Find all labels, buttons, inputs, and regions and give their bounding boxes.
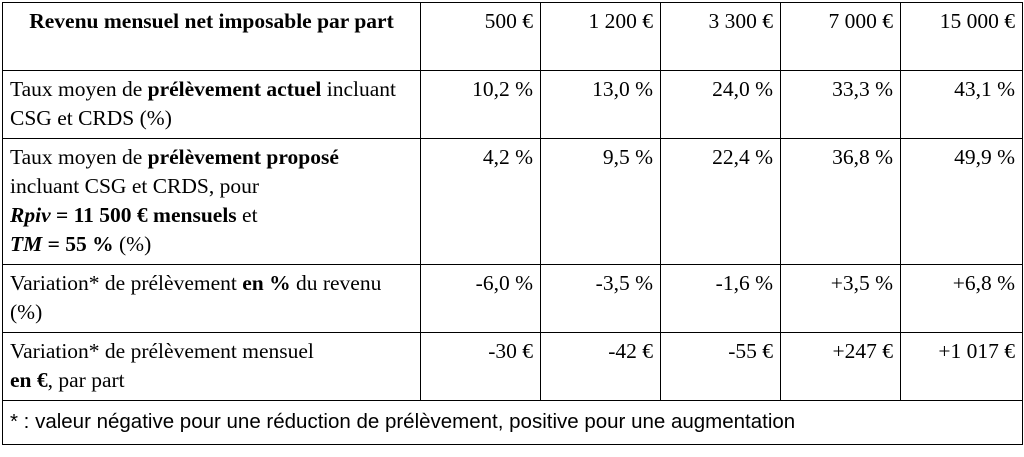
footnote: * : valeur négative pour une réduction d… bbox=[2, 400, 1023, 445]
table-row: Variation* de prélèvement mensuel en €, … bbox=[2, 332, 1023, 401]
table-cell: -6,0 % bbox=[420, 264, 541, 333]
table-row: Taux moyen de prélèvement proposé inclua… bbox=[2, 138, 1023, 265]
table-cell: +1 017 € bbox=[900, 332, 1023, 401]
header-row-label: Revenu mensuel net imposable par part bbox=[2, 2, 421, 71]
row-label: Taux moyen de prélèvement proposé inclua… bbox=[2, 138, 421, 265]
table-cell: 9,5 % bbox=[540, 138, 661, 265]
tax-comparison-table: Revenu mensuel net imposable par part 50… bbox=[2, 2, 1023, 445]
row-label: Variation* de prélèvement en % du revenu… bbox=[2, 264, 421, 333]
table-cell: -55 € bbox=[660, 332, 781, 401]
table-cell: 36,8 % bbox=[780, 138, 901, 265]
table-cell: 49,9 % bbox=[900, 138, 1023, 265]
table-cell: 33,3 % bbox=[780, 70, 901, 139]
table-cell: -30 € bbox=[420, 332, 541, 401]
row-label: Taux moyen de prélèvement actuel incluan… bbox=[2, 70, 421, 139]
column-header: 3 300 € bbox=[660, 2, 781, 71]
table-cell: 22,4 % bbox=[660, 138, 781, 265]
table-row: Variation* de prélèvement en % du revenu… bbox=[2, 264, 1023, 333]
table-cell: +6,8 % bbox=[900, 264, 1023, 333]
table-cell: 10,2 % bbox=[420, 70, 541, 139]
table-row: Taux moyen de prélèvement actuel incluan… bbox=[2, 70, 1023, 139]
table-cell: -1,6 % bbox=[660, 264, 781, 333]
footnote-row: * : valeur négative pour une réduction d… bbox=[2, 400, 1023, 445]
column-header: 15 000 € bbox=[900, 2, 1023, 71]
column-header: 500 € bbox=[420, 2, 541, 71]
table-cell: 43,1 % bbox=[900, 70, 1023, 139]
header-row: Revenu mensuel net imposable par part 50… bbox=[2, 2, 1023, 71]
table-cell: 24,0 % bbox=[660, 70, 781, 139]
column-header: 7 000 € bbox=[780, 2, 901, 71]
table-cell: -3,5 % bbox=[540, 264, 661, 333]
row-label: Variation* de prélèvement mensuel en €, … bbox=[2, 332, 421, 401]
table-cell: 4,2 % bbox=[420, 138, 541, 265]
table-cell: 13,0 % bbox=[540, 70, 661, 139]
table-cell: +3,5 % bbox=[780, 264, 901, 333]
table-cell: +247 € bbox=[780, 332, 901, 401]
table-cell: -42 € bbox=[540, 332, 661, 401]
column-header: 1 200 € bbox=[540, 2, 661, 71]
